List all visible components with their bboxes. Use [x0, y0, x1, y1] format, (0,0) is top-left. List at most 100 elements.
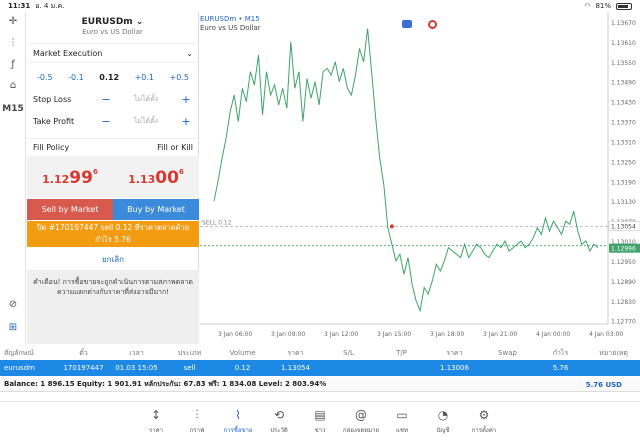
y-tick-label: 1.13490 — [611, 80, 636, 87]
take-profit-row: Take Profit − ไม่ได้ตั้ง + — [27, 111, 199, 131]
x-tick-label: 4 Jan 03:00 — [589, 331, 623, 338]
stop-loss-plus-button[interactable]: + — [181, 92, 191, 106]
x-tick-label: 4 Jan 00:00 — [536, 331, 570, 338]
table-cell — [481, 360, 534, 376]
column-header: ตั๋ว — [79, 349, 88, 357]
quotes-icon: ↕ — [150, 408, 162, 422]
y-tick-label: 1.13190 — [611, 179, 636, 186]
chart-title: EURUSDm • M15 — [200, 15, 260, 23]
bottom-navigation: ↕ ราคา ⫶ กราฟ ⌇ การซื้อขาย ⟲ ประวัติ ▤ ข่าว @ กล่อง… — [0, 401, 640, 447]
nav-item-1[interactable]: ⫶ กราฟ — [177, 402, 218, 447]
column-header: กำไร — [552, 349, 569, 357]
nav-label: ราคา — [149, 427, 163, 434]
account-summary: Balance: 1 896.15 Equity: 1 901.91 หลักป… — [0, 378, 640, 392]
history-icon: ⟲ — [273, 408, 285, 422]
indicators-icon[interactable]: ⫶ — [11, 38, 15, 49]
price-series-line — [213, 28, 599, 313]
y-tick-label: 1.13610 — [611, 40, 636, 47]
table-cell: 01.03 15:05 — [115, 364, 158, 372]
y-tick-label: 1.13130 — [611, 199, 636, 206]
volume-plus-01[interactable]: +0.1 — [134, 72, 154, 82]
total-profit: 5.76 USD — [585, 380, 622, 389]
chevron-down-icon: ⌄ — [186, 48, 193, 58]
nav-label: กราฟ — [189, 427, 205, 434]
timeframe-button[interactable]: M15 — [2, 104, 24, 114]
bid-price: 1.12996 — [42, 168, 98, 188]
nav-label: การซื้อขาย — [223, 427, 253, 434]
table-cell: 1.13054 — [281, 364, 310, 372]
nav-item-5[interactable]: @ กล่องจดหมาย — [341, 402, 382, 447]
volume-minus-01[interactable]: -0.1 — [68, 72, 84, 82]
take-profit-minus-button[interactable]: − — [101, 114, 111, 128]
battery-icon — [616, 2, 632, 10]
symbol-selector[interactable]: EURUSDm ⌄ — [81, 17, 144, 27]
volume-value[interactable]: 0.12 — [99, 72, 120, 82]
y-tick-label: 1.13430 — [611, 100, 636, 107]
take-profit-label: Take Profit — [33, 116, 75, 126]
entry-marker — [389, 224, 394, 229]
nav-item-0[interactable]: ↕ ราคา — [136, 402, 177, 447]
chat-icon: ▭ — [396, 408, 408, 422]
table-cell — [322, 360, 375, 376]
nav-label: การตั้งค่า — [471, 427, 497, 434]
chart-canvas[interactable]: 1.13670 1.13610 1.13550 1.13490 1.13430 1.133… — [200, 12, 640, 344]
nav-item-3[interactable]: ⟲ ประวัติ — [259, 402, 300, 447]
x-tick-label: 3 Jan 15:00 — [377, 331, 411, 338]
quote-prices: 1.12996 1.13006 — [27, 156, 199, 198]
close-position-button[interactable]: ปิด #170197447 sell 0.12 ที่ราคาตลาดด้วย… — [27, 221, 199, 247]
stop-loss-minus-button[interactable]: − — [101, 92, 111, 106]
nav-item-8[interactable]: ⚙ การตั้งค่า — [464, 402, 505, 447]
column-header: ราคา — [446, 349, 463, 357]
buy-by-market-button[interactable]: Buy by Market — [113, 199, 199, 220]
signal-icon[interactable] — [428, 20, 437, 29]
nav-item-7[interactable]: ◔ บัญชี — [423, 402, 464, 447]
take-profit-input[interactable]: ไม่ได้ตั้ง — [133, 116, 159, 125]
table-cell — [587, 360, 640, 376]
sell-order-label: SELL 0.12 — [202, 219, 232, 226]
y-tick-label: 1.13310 — [611, 139, 636, 146]
ask-price: 1.13006 — [128, 168, 184, 188]
stop-loss-row: Stop Loss − ไม่ได้ตั้ง + — [27, 89, 199, 109]
price-chart[interactable]: 1.13670 1.13610 1.13550 1.13490 1.13430 1.133… — [200, 12, 640, 344]
table-cell: 5.76 — [552, 364, 569, 372]
status-bar: 11:31 อ. 4 ม.ค. ◠ 81% — [0, 0, 640, 12]
volume-minus-05[interactable]: -0.5 — [37, 72, 53, 82]
one-click-trading-icon[interactable] — [402, 20, 412, 28]
y-tick-label: 1.13250 — [611, 159, 636, 166]
y-tick-label: 1.13550 — [611, 60, 636, 67]
settings-icon: ⚙ — [478, 408, 490, 422]
chart-icon: ⫶ — [195, 408, 199, 422]
volume-plus-05[interactable]: +0.5 — [169, 72, 189, 82]
nav-item-4[interactable]: ▤ ข่าว — [300, 402, 341, 447]
nav-item-2[interactable]: ⌇ การซื้อขาย — [218, 402, 259, 447]
column-header: Swap — [498, 349, 517, 357]
volume-stepper: -0.5 -0.1 0.12 +0.1 +0.5 — [27, 68, 199, 86]
zoom-icon[interactable]: ⊘ — [8, 299, 18, 310]
open-price-tag — [608, 221, 640, 231]
current-price-tag — [609, 243, 640, 253]
take-profit-plus-button[interactable]: + — [181, 114, 191, 128]
column-header: T/P — [396, 349, 407, 357]
table-cell: sell — [183, 364, 196, 372]
execution-type-select[interactable]: Market Execution ⌄ — [27, 43, 199, 63]
column-header: สัญลักษณ์ — [4, 349, 34, 357]
table-row[interactable]: eurusdm 170197447 01.03 15:05 sell 0.12 1.130… — [0, 360, 640, 376]
crosshair-icon[interactable]: ✛ — [8, 16, 18, 27]
table-cell: 1.13006 — [440, 364, 469, 372]
sell-by-market-button[interactable]: Sell by Market — [27, 199, 113, 220]
objects-icon[interactable]: ⌂ — [9, 80, 17, 91]
battery-percent: 81% — [595, 2, 611, 10]
market-warning: คำเตือน! การซื้อขายจะถูกดำเนินการตามสภาพ… — [27, 271, 199, 344]
column-header: ประเภท — [177, 349, 202, 357]
balance-text: Balance: 1 896.15 Equity: 1 901.91 หลักป… — [4, 380, 327, 388]
y-tick-label: 1.13010 — [611, 239, 636, 246]
fill-policy-select[interactable]: Fill Policy Fill or Kill — [27, 138, 199, 156]
mailbox-icon: @ — [355, 408, 367, 422]
cancel-button[interactable]: ยกเลิก — [27, 249, 199, 271]
table-cell: 0.12 — [234, 364, 251, 372]
function-icon[interactable]: ƒ — [11, 59, 15, 70]
nav-item-6[interactable]: ▭ แชท — [382, 402, 423, 447]
new-order-icon[interactable]: ⊞ — [8, 322, 18, 333]
nav-label: แชท — [396, 427, 408, 434]
stop-loss-input[interactable]: ไม่ได้ตั้ง — [133, 94, 159, 103]
